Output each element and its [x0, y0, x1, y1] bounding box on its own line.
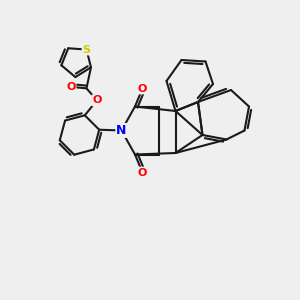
Text: O: O — [92, 95, 102, 105]
Text: S: S — [82, 44, 91, 55]
Text: O: O — [66, 82, 76, 92]
Text: O: O — [138, 167, 147, 178]
Text: O: O — [138, 83, 147, 94]
Text: N: N — [116, 124, 127, 137]
